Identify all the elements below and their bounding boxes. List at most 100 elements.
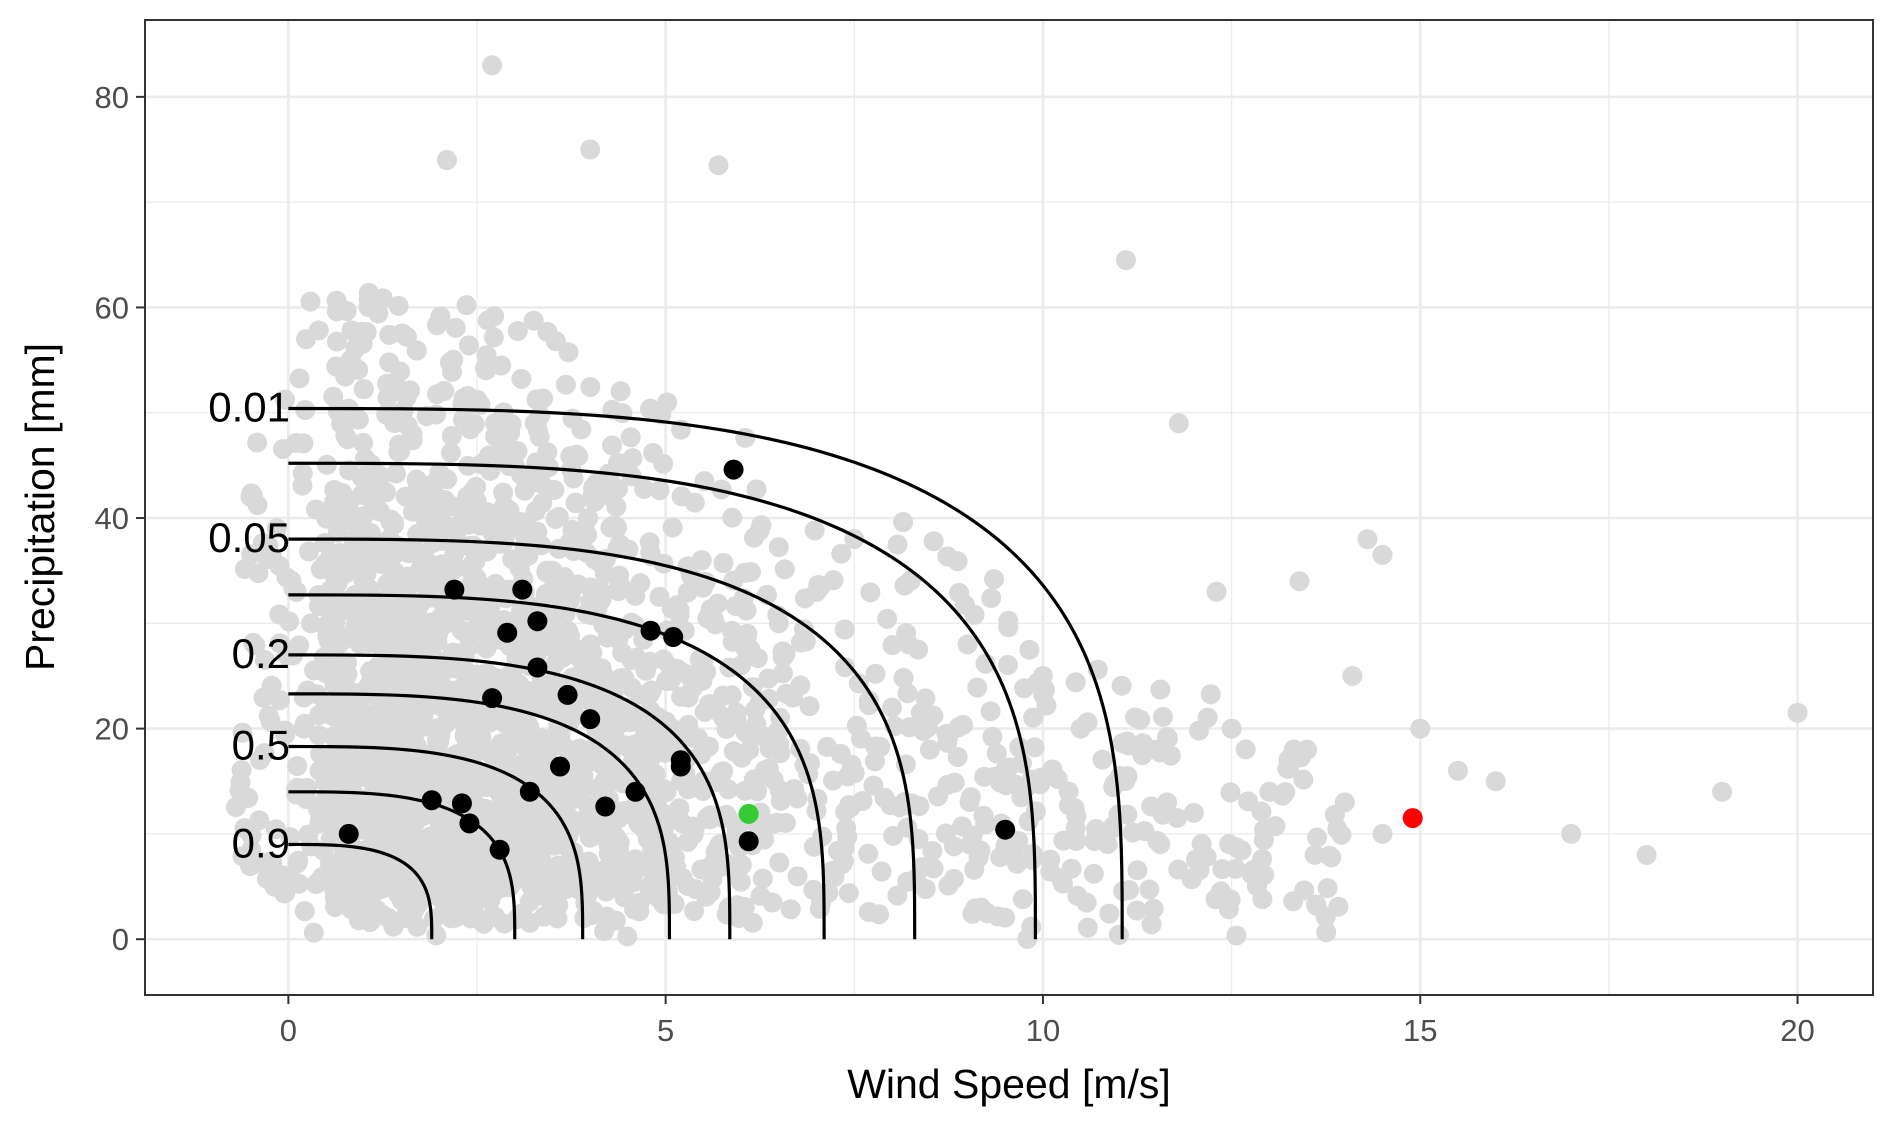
background-point bbox=[897, 683, 918, 704]
background-point bbox=[383, 512, 404, 533]
background-point bbox=[1115, 250, 1136, 271]
background-point bbox=[882, 697, 903, 718]
background-point bbox=[927, 786, 948, 807]
background-point bbox=[527, 865, 548, 886]
background-point bbox=[353, 432, 374, 453]
background-point bbox=[735, 427, 756, 448]
contour-line bbox=[288, 593, 826, 940]
background-point bbox=[985, 766, 1006, 787]
background-point bbox=[1099, 903, 1120, 924]
background-point bbox=[769, 852, 790, 873]
background-point bbox=[1126, 900, 1147, 921]
background-point bbox=[1410, 718, 1431, 739]
background-point bbox=[515, 809, 536, 830]
x-axis-title: Wind Speed [m/s] bbox=[847, 1061, 1171, 1107]
background-point bbox=[964, 859, 985, 880]
background-point bbox=[982, 726, 1003, 747]
background-point bbox=[1561, 823, 1582, 844]
background-point bbox=[836, 818, 857, 839]
background-point bbox=[582, 826, 603, 847]
background-point bbox=[631, 852, 652, 873]
background-point bbox=[296, 788, 317, 809]
background-point bbox=[485, 866, 506, 887]
highlight-point bbox=[723, 459, 744, 480]
background-point bbox=[1189, 720, 1210, 741]
background-point bbox=[883, 825, 904, 846]
background-point bbox=[1293, 769, 1314, 790]
background-point bbox=[672, 813, 693, 834]
background-point bbox=[858, 843, 879, 864]
background-point bbox=[254, 650, 275, 671]
background-point bbox=[1357, 529, 1378, 550]
contour-label: 0.2 bbox=[232, 630, 290, 677]
background-point bbox=[1712, 781, 1733, 802]
contour-line bbox=[288, 692, 672, 940]
background-point bbox=[478, 445, 499, 466]
background-point bbox=[667, 595, 688, 616]
background-point bbox=[327, 401, 348, 422]
background-point bbox=[326, 331, 347, 352]
background-point bbox=[301, 613, 322, 634]
background-point bbox=[750, 885, 771, 906]
background-point bbox=[343, 512, 364, 533]
background-point bbox=[722, 507, 743, 528]
background-point bbox=[254, 743, 275, 764]
background-point bbox=[962, 903, 983, 924]
background-point bbox=[642, 765, 663, 786]
background-point bbox=[1183, 802, 1204, 823]
panel-border bbox=[144, 19, 1874, 996]
background-point bbox=[441, 425, 462, 446]
background-point bbox=[241, 839, 262, 860]
background-point bbox=[780, 899, 801, 920]
highlight-point bbox=[444, 579, 465, 600]
background-point bbox=[721, 685, 742, 706]
background-point bbox=[292, 475, 313, 496]
background-point bbox=[446, 557, 467, 578]
x-tick-label: 0 bbox=[280, 1013, 297, 1048]
background-point bbox=[1077, 917, 1098, 938]
background-point bbox=[794, 588, 815, 609]
background-point bbox=[1327, 818, 1348, 839]
background-point bbox=[1226, 837, 1247, 858]
background-point bbox=[639, 399, 660, 420]
background-point bbox=[577, 524, 598, 545]
background-point bbox=[753, 726, 774, 747]
background-point bbox=[1139, 879, 1160, 900]
background-point bbox=[1117, 766, 1138, 787]
background-point bbox=[446, 538, 467, 559]
background-point bbox=[436, 150, 457, 171]
background-point bbox=[793, 619, 814, 640]
background-point bbox=[655, 711, 676, 732]
background-point bbox=[990, 847, 1011, 868]
background-point bbox=[754, 760, 775, 781]
background-point bbox=[247, 432, 268, 453]
contour-labels: 0.9 0.5 0.2 0.05 0.01 bbox=[208, 384, 290, 867]
background-point bbox=[485, 906, 506, 927]
background-point bbox=[808, 574, 829, 595]
background-point bbox=[1321, 847, 1342, 868]
background-point bbox=[593, 614, 614, 635]
background-point bbox=[998, 610, 1019, 631]
background-point bbox=[266, 518, 287, 539]
background-point bbox=[811, 892, 832, 913]
background-point bbox=[1083, 863, 1104, 884]
highlight-point bbox=[738, 831, 759, 852]
background-point bbox=[858, 902, 879, 923]
y-tick-label: 60 bbox=[95, 290, 129, 325]
background-point bbox=[565, 493, 586, 514]
background-point bbox=[959, 792, 980, 813]
background-point bbox=[758, 688, 779, 709]
background-point bbox=[1058, 781, 1079, 802]
x-tick-label: 20 bbox=[1780, 1013, 1814, 1048]
background-point bbox=[360, 672, 381, 693]
highlight-point bbox=[421, 790, 442, 811]
contour-label: 0.01 bbox=[208, 384, 290, 431]
background-point bbox=[606, 851, 627, 872]
background-point bbox=[366, 710, 387, 731]
background-point bbox=[1023, 707, 1044, 728]
background-point bbox=[287, 756, 308, 777]
background-point bbox=[552, 587, 573, 608]
background-point bbox=[402, 674, 423, 695]
background-point bbox=[823, 570, 844, 591]
background-point bbox=[399, 571, 420, 592]
